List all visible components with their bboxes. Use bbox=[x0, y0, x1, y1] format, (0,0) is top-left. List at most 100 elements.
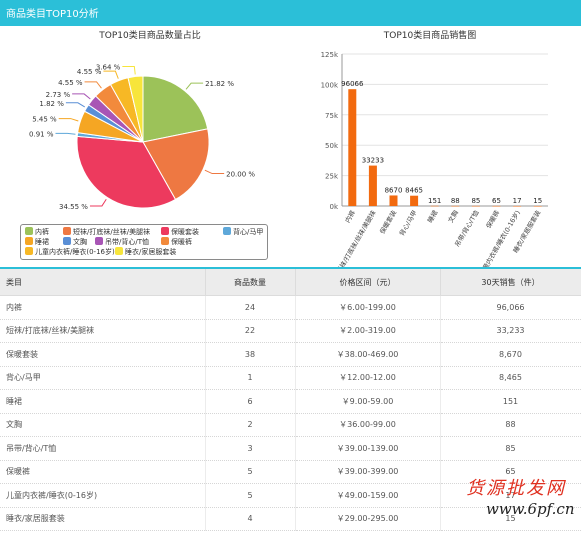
legend-item[interactable]: 背心/马甲 bbox=[223, 227, 263, 237]
cell-count: 38 bbox=[205, 342, 296, 367]
bar[interactable] bbox=[368, 165, 377, 206]
cell-category: 背心/马甲 bbox=[0, 366, 206, 390]
legend-item[interactable]: 睡衣/家居服套装 bbox=[115, 247, 176, 257]
legend-item[interactable]: 保暖裤 bbox=[161, 237, 192, 247]
legend-swatch bbox=[63, 237, 71, 245]
col-header-price[interactable]: 价格区间（元） bbox=[295, 269, 441, 296]
bar[interactable] bbox=[348, 89, 357, 206]
cell-sales: 33,233 bbox=[440, 319, 581, 343]
legend-label: 睡衣/家居服套装 bbox=[125, 248, 177, 256]
cell-category: 保暖套装 bbox=[0, 342, 206, 367]
bar[interactable] bbox=[389, 195, 398, 206]
legend-swatch bbox=[223, 227, 231, 235]
legend-item[interactable]: 内裤 bbox=[25, 227, 49, 237]
page-title: 商品类目TOP10分析 bbox=[6, 9, 99, 20]
bar-data-label: 33233 bbox=[362, 157, 384, 165]
pie-chart: 21.82 % 20.00 % 34.55 % 0.91 % 5.45 % 1.82 %2… bbox=[29, 63, 255, 211]
table-row: 背心/马甲 1 ￥12.00-12.00 8,465 bbox=[0, 366, 581, 390]
cell-category: 短袜/打底袜/丝袜/美腿袜 bbox=[0, 319, 206, 343]
col-header-category[interactable]: 类目 bbox=[0, 269, 206, 296]
watermark-url: www.6pf.cn bbox=[486, 500, 575, 518]
bar[interactable] bbox=[513, 205, 522, 207]
bar-data-label: 15 bbox=[533, 197, 542, 205]
cell-price: ￥36.00-99.00 bbox=[295, 413, 441, 437]
table-row: 内裤 24 ￥6.00-199.00 96,066 bbox=[0, 295, 581, 320]
cell-category: 儿童内衣裤/睡衣(0-16岁) bbox=[0, 483, 206, 508]
table-row: 短袜/打底袜/丝袜/美腿袜 22 ￥2.00-319.00 33,233 bbox=[0, 319, 581, 343]
legend-swatch bbox=[95, 237, 103, 245]
legend-label: 儿童内衣裤/睡衣(0-16岁) bbox=[35, 248, 115, 256]
bar-data-label: 8670 bbox=[385, 186, 403, 194]
cell-category: 保暖裤 bbox=[0, 460, 206, 484]
x-tick-label: 内裤 bbox=[343, 208, 358, 224]
bar-data-label: 96066 bbox=[341, 80, 364, 88]
legend-item[interactable]: 吊带/背心/T恤 bbox=[95, 237, 149, 247]
pie-data-label: 2.73 % bbox=[46, 91, 71, 99]
y-tick-label: 25k bbox=[325, 173, 339, 181]
col-header-count[interactable]: 商品数量 bbox=[205, 269, 296, 296]
pie-data-label: 20.00 % bbox=[226, 171, 255, 179]
cell-price: ￥12.00-12.00 bbox=[295, 366, 441, 390]
pie-slice[interactable] bbox=[127, 75, 144, 143]
legend-item[interactable]: 儿童内衣裤/睡衣(0-16岁) bbox=[25, 247, 115, 257]
cell-price: ￥6.00-199.00 bbox=[295, 295, 441, 320]
cell-count: 3 bbox=[205, 436, 296, 461]
pie-chart-title: TOP10类目商品数量占比 bbox=[99, 31, 201, 41]
legend-swatch bbox=[63, 227, 71, 235]
bar-data-label: 85 bbox=[471, 197, 480, 205]
y-tick-label: 50k bbox=[325, 142, 339, 150]
bar[interactable] bbox=[471, 205, 480, 207]
pie-label-line bbox=[103, 70, 119, 79]
cell-sales: 8,465 bbox=[440, 366, 581, 390]
table-row: 保暖套装 38 ￥38.00-469.00 8,670 bbox=[0, 342, 581, 367]
bar[interactable] bbox=[451, 205, 460, 207]
table-row: 睡衣/家居服套装 4 ￥29.00-295.00 15 bbox=[0, 507, 581, 531]
table-row: 保暖裤 5 ￥39.00-399.00 65 bbox=[0, 460, 581, 484]
cell-price: ￥9.00-59.00 bbox=[295, 389, 441, 414]
pie-data-label: 34.55 % bbox=[59, 203, 88, 211]
cell-price: ￥39.00-139.00 bbox=[295, 436, 441, 461]
section-divider bbox=[0, 267, 581, 269]
legend-label: 保暖套装 bbox=[171, 228, 199, 236]
cell-category: 睡裙 bbox=[0, 389, 206, 414]
pie-slice[interactable] bbox=[76, 135, 177, 209]
pie-label-line bbox=[65, 102, 85, 108]
cell-price: ￥29.00-295.00 bbox=[295, 507, 441, 531]
cell-price: ￥2.00-319.00 bbox=[295, 319, 441, 343]
pie-legend: 内裤 短袜/打底袜/丝袜/美腿袜 保暖套装 背心/马甲睡裙 文胸 吊带/背心/T恤 保暖裤儿… bbox=[20, 224, 268, 260]
pie-data-label: 0.91 % bbox=[29, 130, 54, 138]
legend-item[interactable]: 短袜/打底袜/丝袜/美腿袜 bbox=[63, 227, 150, 237]
cell-price: ￥39.00-399.00 bbox=[295, 460, 441, 484]
legend-label: 短袜/打底袜/丝袜/美腿袜 bbox=[73, 228, 151, 236]
legend-swatch bbox=[25, 227, 33, 235]
pie-label-line bbox=[72, 93, 91, 100]
bar[interactable] bbox=[430, 205, 439, 207]
category-table: 类目 商品数量 价格区间（元） 30天销售（件） 内裤 24 ￥6.00-199.0… bbox=[0, 269, 581, 531]
col-header-sales[interactable]: 30天销售（件） bbox=[440, 269, 581, 296]
cell-count: 5 bbox=[205, 460, 296, 484]
bar[interactable] bbox=[410, 195, 419, 206]
bar-chart: 0k 25k 50k 75k 100k 125k 96066 内裤 33233 短袜/打底袜/丝袜… bbox=[321, 51, 548, 268]
bar[interactable] bbox=[492, 205, 501, 207]
bar-data-label: 17 bbox=[513, 197, 522, 205]
bar-chart-title: TOP10类目商品销售图 bbox=[383, 31, 477, 41]
x-tick-label: 睡裙 bbox=[425, 208, 440, 224]
legend-label: 文胸 bbox=[73, 238, 87, 246]
cell-price: ￥49.00-159.00 bbox=[295, 483, 441, 508]
cell-count: 5 bbox=[205, 483, 296, 508]
pie-slice[interactable] bbox=[142, 128, 210, 201]
y-tick-label: 0k bbox=[329, 203, 338, 211]
pie-data-label: 21.82 % bbox=[205, 80, 234, 88]
x-tick-label: 文胸 bbox=[446, 208, 461, 224]
bar[interactable] bbox=[533, 205, 542, 207]
bar-data-label: 65 bbox=[492, 197, 501, 205]
cell-count: 4 bbox=[205, 507, 296, 531]
pie-slice[interactable] bbox=[142, 75, 209, 143]
watermark-logo: 货源批发网 bbox=[466, 478, 566, 499]
legend-item[interactable]: 睡裙 bbox=[25, 237, 49, 247]
legend-item[interactable]: 保暖套装 bbox=[161, 227, 199, 237]
cell-sales: 151 bbox=[440, 389, 581, 414]
header-bar: 商品类目TOP10分析 bbox=[0, 0, 581, 26]
legend-item[interactable]: 文胸 bbox=[63, 237, 87, 247]
legend-swatch bbox=[115, 247, 123, 255]
